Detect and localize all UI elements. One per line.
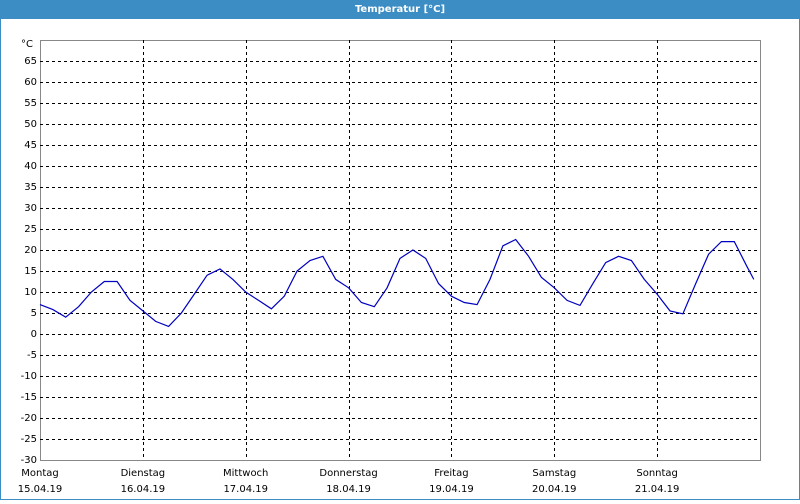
x-tick-label: Donnerstag [319,468,377,479]
y-tick-label: -15 [21,392,37,403]
x-tick-label: Freitag [434,468,468,479]
y-tick-label: 60 [24,77,37,88]
x-tick-label: Montag [21,468,58,479]
x-tick-date: 18.04.19 [326,484,371,495]
y-tick-label: 45 [24,140,37,151]
y-tick-label: -5 [27,350,37,361]
y-tick-label: 50 [24,119,37,130]
x-tick-label: Mittwoch [223,468,268,479]
title-bar [0,0,800,18]
y-tick-label: 55 [24,98,37,109]
y-tick-label: 35 [24,182,37,193]
chart-title: Temperatur [°C] [355,4,445,15]
x-tick-label: Sonntag [636,468,678,479]
y-tick-label: -10 [21,371,37,382]
y-tick-label: 30 [24,203,37,214]
x-tick-label: Samstag [532,468,576,479]
y-tick-label: 40 [24,161,37,172]
x-tick-date: 19.04.19 [429,484,474,495]
x-tick-date: 15.04.19 [18,484,63,495]
y-tick-label: 5 [31,308,37,319]
y-tick-label: -20 [21,413,37,424]
temperature-line [39,238,755,328]
x-tick-label: Dienstag [121,468,166,479]
y-axis-label: °C [21,39,33,50]
y-tick-label: 0 [31,329,37,340]
y-tick-label: 10 [24,287,37,298]
y-tick-label: -30 [21,455,37,466]
y-tick-label: 20 [24,245,37,256]
y-tick-label: 25 [24,224,37,235]
y-tick-label: 15 [24,266,37,277]
y-tick-label: 65 [24,56,37,67]
x-tick-date: 17.04.19 [223,484,268,495]
y-tick-label: -25 [21,434,37,445]
x-tick-date: 20.04.19 [532,484,577,495]
x-tick-date: 21.04.19 [635,484,680,495]
x-tick-date: 16.04.19 [121,484,166,495]
